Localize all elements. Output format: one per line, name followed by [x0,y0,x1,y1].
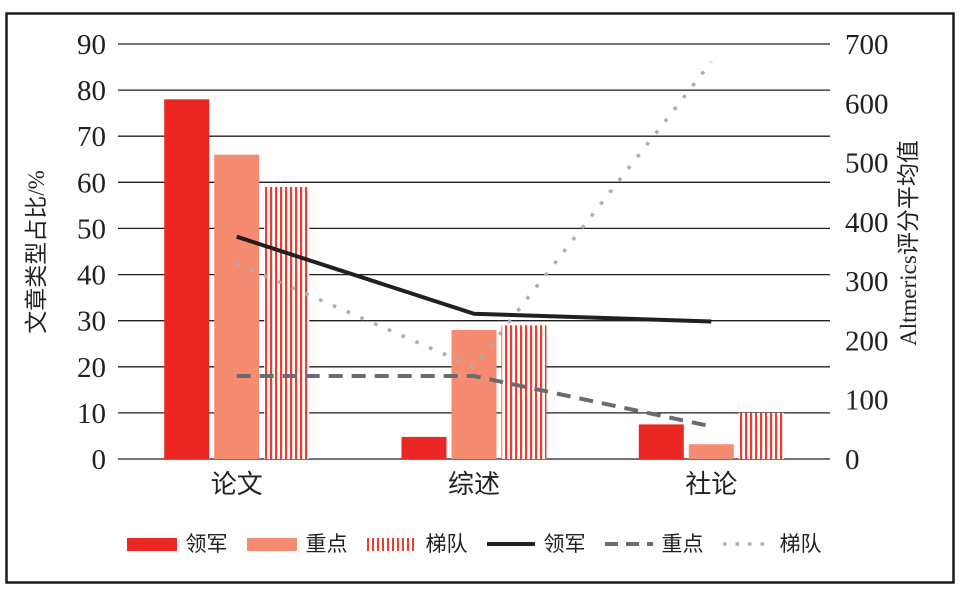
left-tick-label: 70 [77,121,106,153]
legend-item: 重点 [246,531,348,556]
line-series-1 [236,374,712,429]
left-tick-label: 10 [77,398,106,430]
bar-0-cat1 [401,436,447,459]
legend-swatch-bar-1 [246,537,297,551]
legend-item: 梯队 [366,531,468,556]
bar-2-cat1 [501,325,547,459]
legend: 领军 重点 梯队 领军 重点 梯队 [118,530,830,558]
right-tick-label: 600 [845,88,889,120]
axis-text: 0 10 20 30 40 50 60 70 80 90 0 100 200 300 400 500 600 70… [24,29,921,499]
bars [164,99,784,460]
right-tick-label: 700 [845,29,889,61]
legend-item: 重点 [604,531,704,556]
bar-0-cat2 [638,424,684,459]
bar-1-cat0 [214,154,260,459]
right-tick-label: 200 [845,325,889,357]
right-axis-title: Altmerics评分平均值 [896,140,921,346]
bar-1-cat2 [688,444,734,459]
legend-label: 领军 [543,531,586,556]
legend-line-dotted [722,542,771,546]
lines [235,60,713,429]
left-axis-title: 文章类型占比/% [24,170,49,334]
left-tick-label: 90 [77,29,106,61]
legend-label: 重点 [305,531,348,556]
left-tick-label: 40 [77,260,106,292]
left-tick-label: 50 [77,213,106,245]
legend-line-dashed [604,542,653,546]
right-tick-label: 400 [845,207,889,239]
bar-2-cat0 [264,186,310,459]
bar-1-cat1 [451,329,497,459]
legend-swatch-bar-2 [366,537,417,551]
right-tick-label: 500 [845,148,889,180]
legend-label: 梯队 [779,531,822,556]
left-tick-label: 0 [92,444,107,476]
x-category-label: 综述 [448,470,500,499]
line-series-0 [236,234,712,324]
left-tick-label: 60 [77,167,106,199]
right-tick-label: 100 [845,385,889,417]
legend-label: 领军 [185,531,228,556]
legend-label: 重点 [661,531,704,556]
right-tick-label: 300 [845,266,889,298]
legend-line-solid [486,542,535,546]
legend-label: 梯队 [425,531,468,556]
bar-2-cat2 [738,412,784,459]
legend-item: 领军 [486,531,586,556]
left-tick-label: 30 [77,306,106,338]
legend-item: 梯队 [722,531,822,556]
x-category-label: 社论 [685,470,737,499]
figure-border [5,12,955,584]
left-tick-label: 80 [77,75,106,107]
legend-item: 领军 [126,531,228,556]
bar-0-cat0 [164,99,210,460]
right-tick-label: 0 [845,444,860,476]
x-category-label: 论文 [211,470,263,499]
left-tick-label: 20 [77,352,106,384]
legend-swatch-bar-0 [126,537,177,551]
